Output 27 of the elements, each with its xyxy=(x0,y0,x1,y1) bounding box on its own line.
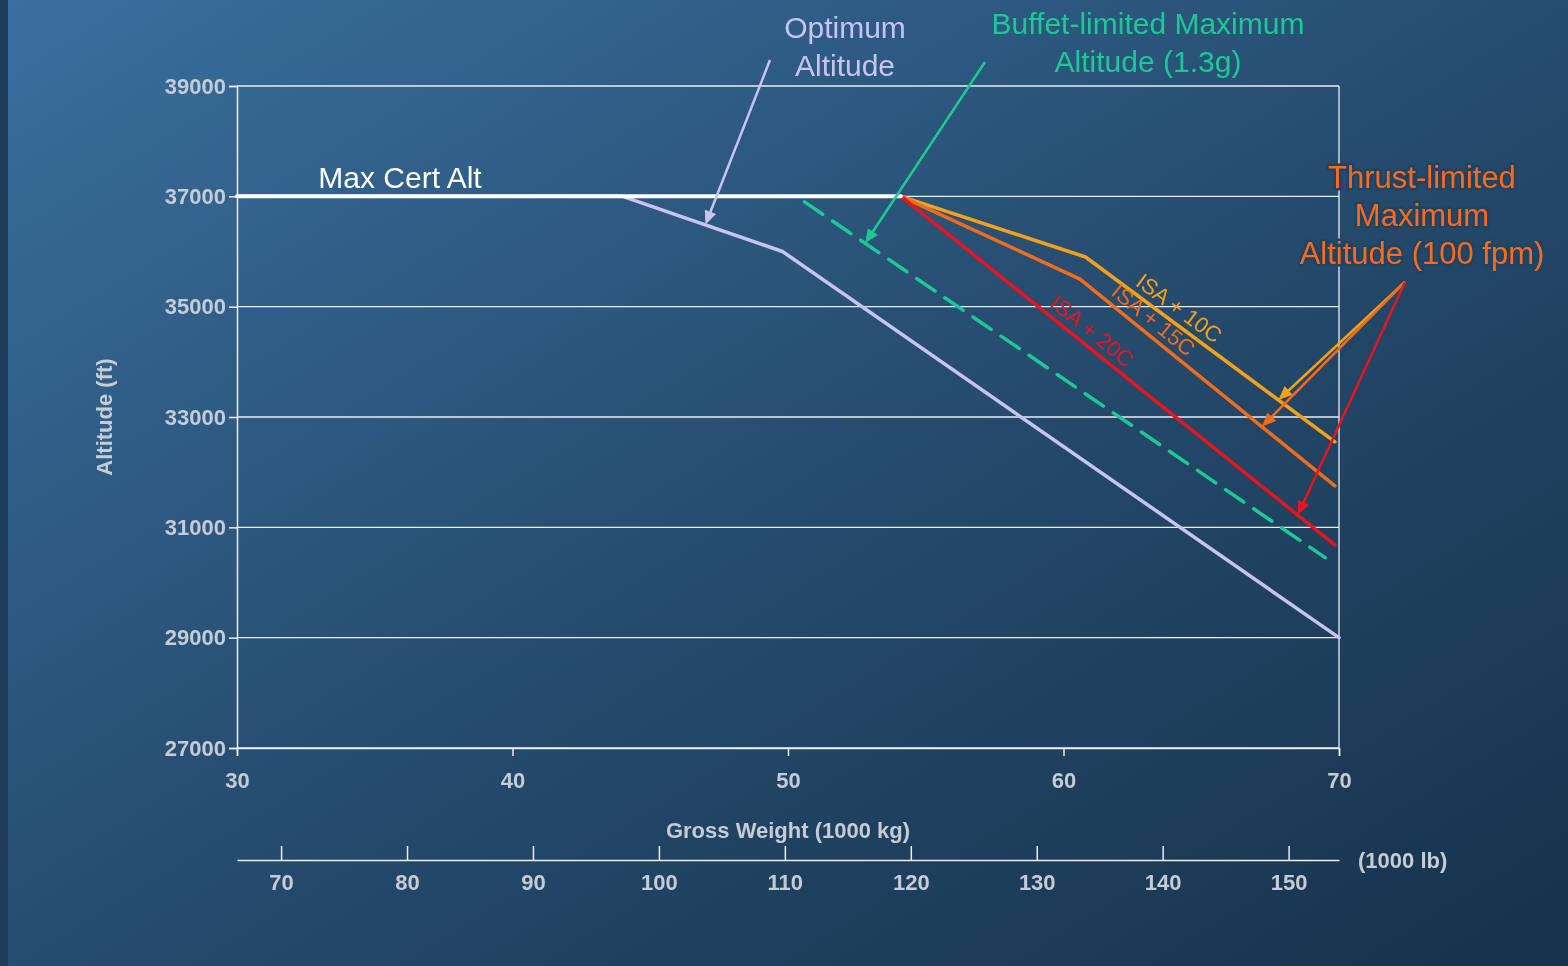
x2-axis-title: (1000 lb) xyxy=(1358,848,1448,873)
series-label: Max Cert Alt xyxy=(318,161,483,194)
y-tick-label: 39000 xyxy=(164,73,226,99)
x2-tick-label: 130 xyxy=(1018,869,1056,895)
x2-tick-label: 150 xyxy=(1270,869,1308,895)
x2-tick-label: 110 xyxy=(767,869,804,895)
x2-tick-label: 120 xyxy=(892,869,930,895)
x2-tick-label: 90 xyxy=(521,869,546,895)
x2-tick-label: 80 xyxy=(395,869,420,895)
y-tick-label: 33000 xyxy=(164,404,226,430)
y-tick-label: 27000 xyxy=(164,735,226,761)
y-tick-label: 37000 xyxy=(164,183,226,209)
x-tick-label: 60 xyxy=(1051,767,1077,793)
y-axis-title: Altitude (ft) xyxy=(92,358,117,476)
x-tick-label: 50 xyxy=(776,767,801,793)
text: Optimum Altitude xyxy=(784,11,906,82)
text: Buffet-limited Maximum Altitude (1.3g) xyxy=(991,7,1305,78)
x2-tick-label: 100 xyxy=(641,869,678,895)
x-tick-label: 30 xyxy=(225,767,250,793)
y-tick-label: 35000 xyxy=(164,294,226,320)
x-tick-label: 40 xyxy=(500,767,526,793)
x2-tick-label: 70 xyxy=(269,869,294,895)
y-tick-label: 31000 xyxy=(164,514,226,540)
x2-tick-label: 140 xyxy=(1144,869,1182,895)
x-axis-title: Gross Weight (1000 kg) xyxy=(665,818,911,843)
y-tick-label: 29000 xyxy=(164,625,226,651)
x-tick-label: 70 xyxy=(1327,767,1352,793)
